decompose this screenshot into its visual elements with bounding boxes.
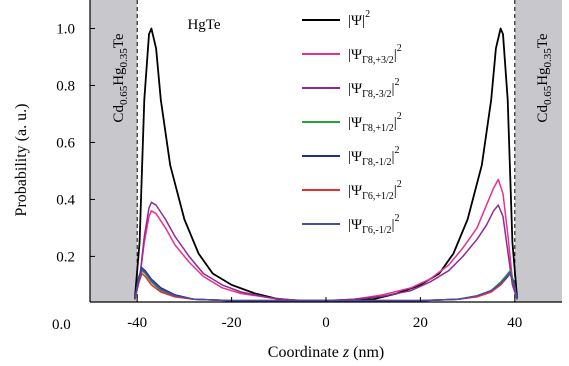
right-barrier-label: Cd0.65Hg0.35Te [535, 33, 554, 122]
y-tick-label: 0.8 [56, 78, 75, 94]
y-tick-label-0: 0.0 [52, 317, 71, 333]
y-tick-label: 0.4 [56, 192, 75, 208]
y-axis-label: Probability (a. u.) [13, 104, 30, 217]
x-tick-label: 0 [322, 315, 330, 331]
x-tick-label: -20 [222, 315, 242, 331]
x-tick-label: -40 [127, 315, 147, 331]
x-tick-label: 40 [507, 315, 522, 331]
series-line-3 [134, 269, 518, 302]
barrier-regions [90, 0, 562, 302]
legend-entry-4: |ΨΓ8,-1/2|2 [348, 145, 399, 168]
legend-entry-2: |ΨΓ8,-3/2|2 [348, 77, 399, 100]
well-label: HgTe [187, 17, 220, 33]
series-line-5 [134, 272, 518, 302]
series-line-6 [134, 268, 518, 302]
legend-entry-0: |Ψ|2 [348, 9, 370, 29]
region-labels: Cd0.65Hg0.35Te Cd0.65Hg0.35Te HgTe [111, 17, 554, 123]
left-barrier-label: Cd0.65Hg0.35Te [111, 33, 130, 122]
legend-entry-5: |ΨΓ6,+1/2|2 [348, 179, 402, 202]
legend-entry-1: |ΨΓ8,+3/2|2 [348, 43, 402, 66]
legend-entry-3: |ΨΓ8,+1/2|2 [348, 111, 402, 134]
legend: |Ψ|2 |ΨΓ8,+3/2|2 |ΨΓ8,-3/2|2 |ΨΓ8,+1/2|2 |ΨΓ… [302, 9, 402, 236]
left-barrier-region [90, 0, 138, 302]
ticks: -40 -20 0 20 40 0.2 0.4 0.6 0.8 1.0 [56, 21, 522, 331]
x-tick-label: 20 [413, 315, 428, 331]
series-line-4 [134, 267, 518, 302]
x-axis-label: Coordinate z (nm) [268, 344, 384, 361]
y-tick-label: 1.0 [56, 21, 75, 37]
y-tick-label: 0.2 [56, 249, 75, 265]
right-barrier-region [514, 0, 562, 302]
legend-entry-6: |ΨΓ6,-1/2|2 [348, 213, 399, 236]
curves [133, 27, 519, 302]
y-tick-label: 0.6 [56, 135, 75, 151]
axes [89, 0, 562, 303]
